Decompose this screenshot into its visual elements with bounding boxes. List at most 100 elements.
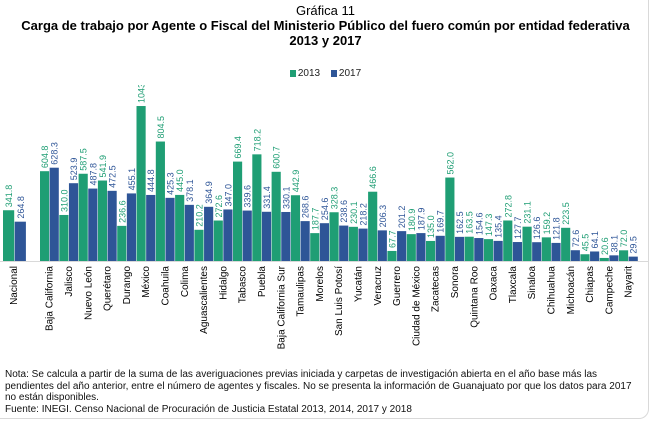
bar-2013 bbox=[522, 226, 532, 261]
bar-2013 bbox=[78, 173, 88, 261]
bar-2013 bbox=[3, 210, 15, 261]
category-label: Michoacán bbox=[566, 266, 577, 314]
category-label: Chiapas bbox=[585, 266, 596, 303]
bar-2017 bbox=[107, 190, 117, 261]
footnote-source: Fuente: INEGI. Censo Nacional de Procura… bbox=[5, 403, 412, 415]
category-label: México bbox=[141, 266, 152, 298]
bar-2013 bbox=[406, 234, 416, 261]
value-label-2017: 38.1 bbox=[609, 235, 619, 253]
category-labels-group: Nacional Baja California Jalisco Nuevo León… bbox=[9, 265, 634, 349]
category-label: Morelos bbox=[315, 266, 326, 302]
category-label: Hidalgo bbox=[218, 266, 229, 300]
bar-2017 bbox=[146, 194, 156, 261]
bar-2013 bbox=[503, 220, 513, 261]
bar-2017 bbox=[126, 193, 136, 261]
legend-swatch-2013 bbox=[289, 70, 296, 77]
value-label-2013: 231.1 bbox=[523, 201, 533, 224]
value-label-2013: 442.9 bbox=[291, 170, 301, 193]
bar-2013 bbox=[619, 250, 629, 261]
bar-2013 bbox=[368, 191, 378, 261]
value-label-2017: 364.9 bbox=[204, 181, 214, 204]
bar-2017 bbox=[68, 183, 79, 261]
legend-label-2017: 2017 bbox=[338, 68, 362, 79]
value-label-2017: 72.6 bbox=[571, 230, 581, 248]
category-label: Yucatán bbox=[353, 266, 364, 302]
value-label-2017: 238.6 bbox=[339, 200, 349, 223]
value-label-2013: 669.4 bbox=[233, 136, 243, 159]
bar-2017 bbox=[377, 230, 387, 261]
bar-2017 bbox=[416, 233, 426, 261]
legend-swatch-2017 bbox=[330, 70, 337, 77]
category-label: Guerrero bbox=[392, 266, 403, 306]
bar-2013 bbox=[426, 240, 436, 261]
legend-label-2013: 2013 bbox=[297, 68, 321, 79]
bar-2013 bbox=[599, 257, 609, 261]
bar-2017 bbox=[300, 221, 310, 261]
value-label-2017: 206.3 bbox=[378, 205, 388, 228]
footnote: Nota: Se calcula a partir de la suma de … bbox=[5, 369, 645, 415]
chart-title: Carga de trabajo por Agente o Fiscal del… bbox=[0, 18, 651, 48]
value-label-2013: 587.5 bbox=[79, 148, 89, 171]
bar-2017 bbox=[609, 255, 619, 261]
bar-2013 bbox=[271, 171, 281, 261]
value-label-2013: 187.7 bbox=[310, 208, 320, 231]
value-label-2017: 330.1 bbox=[281, 186, 291, 209]
value-label-2017: 378.1 bbox=[185, 179, 195, 202]
category-label: Campeche bbox=[604, 266, 615, 315]
value-label-2013: 210.2 bbox=[194, 204, 204, 227]
bar-2017 bbox=[570, 250, 580, 261]
value-label-2017: 29.5 bbox=[629, 236, 639, 254]
bar-2017 bbox=[474, 238, 484, 261]
value-label-2017: 201.2 bbox=[397, 206, 407, 229]
value-label-2017: 472.5 bbox=[108, 165, 118, 188]
category-label: Durango bbox=[122, 266, 133, 305]
value-label-2013: 230.1 bbox=[349, 201, 359, 224]
bar-2013 bbox=[175, 194, 185, 261]
category-label: Coahuila bbox=[160, 266, 171, 306]
bar-2017 bbox=[339, 225, 349, 261]
bar-2017 bbox=[204, 206, 214, 261]
bar-2017 bbox=[261, 211, 272, 261]
bar-2013 bbox=[233, 161, 243, 261]
bar-2013 bbox=[310, 233, 320, 261]
bar-2013 bbox=[155, 141, 165, 261]
value-label-2013: 804.5 bbox=[156, 116, 166, 139]
value-label-2017: 487.8 bbox=[88, 163, 98, 186]
bar-2017 bbox=[590, 251, 600, 261]
value-label-2017: 169.7 bbox=[436, 210, 446, 233]
bar-2017 bbox=[49, 167, 59, 261]
value-label-2017: 162.5 bbox=[455, 211, 465, 234]
category-label: Jalisco bbox=[64, 266, 75, 297]
bar-2013 bbox=[117, 225, 127, 261]
category-label: Quintana Roo bbox=[469, 266, 480, 328]
value-label-2013: 600.7 bbox=[272, 146, 282, 169]
value-label-2017: 425.3 bbox=[166, 172, 176, 195]
value-label-2017: 126.6 bbox=[532, 217, 542, 240]
value-label-2017: 121.8 bbox=[552, 217, 562, 240]
bar-2013 bbox=[541, 237, 551, 261]
category-label: Ciudad de México bbox=[411, 266, 422, 346]
bar-2017 bbox=[454, 236, 465, 261]
value-label-2013: 310.0 bbox=[59, 189, 69, 212]
value-label-2017: 339.6 bbox=[243, 185, 253, 208]
value-label-2013: 163.5 bbox=[465, 211, 475, 234]
value-label-2017: 455.1 bbox=[127, 168, 137, 191]
bar-2013 bbox=[348, 226, 358, 261]
category-label: Oaxaca bbox=[489, 266, 500, 301]
category-label: Sinaloa bbox=[527, 266, 538, 300]
bar-2017 bbox=[397, 231, 407, 261]
bar-2017 bbox=[532, 242, 542, 261]
value-label-2013: 541.9 bbox=[98, 155, 108, 178]
bar-2017 bbox=[628, 256, 638, 261]
category-label: Baja California Sur bbox=[276, 265, 287, 349]
legend-item-2013: 2013 bbox=[289, 68, 321, 79]
value-label-2013: 180.9 bbox=[407, 209, 417, 232]
bar-2013 bbox=[136, 106, 146, 262]
footnote-note: Nota: Se calcula a partir de la suma de … bbox=[5, 369, 632, 404]
category-label: Veracruz bbox=[373, 266, 384, 305]
value-label-2013: 718.2 bbox=[252, 129, 262, 152]
figure-number: Gráfica 11 bbox=[295, 3, 355, 18]
value-label-2013: 1043.6 bbox=[137, 85, 147, 103]
